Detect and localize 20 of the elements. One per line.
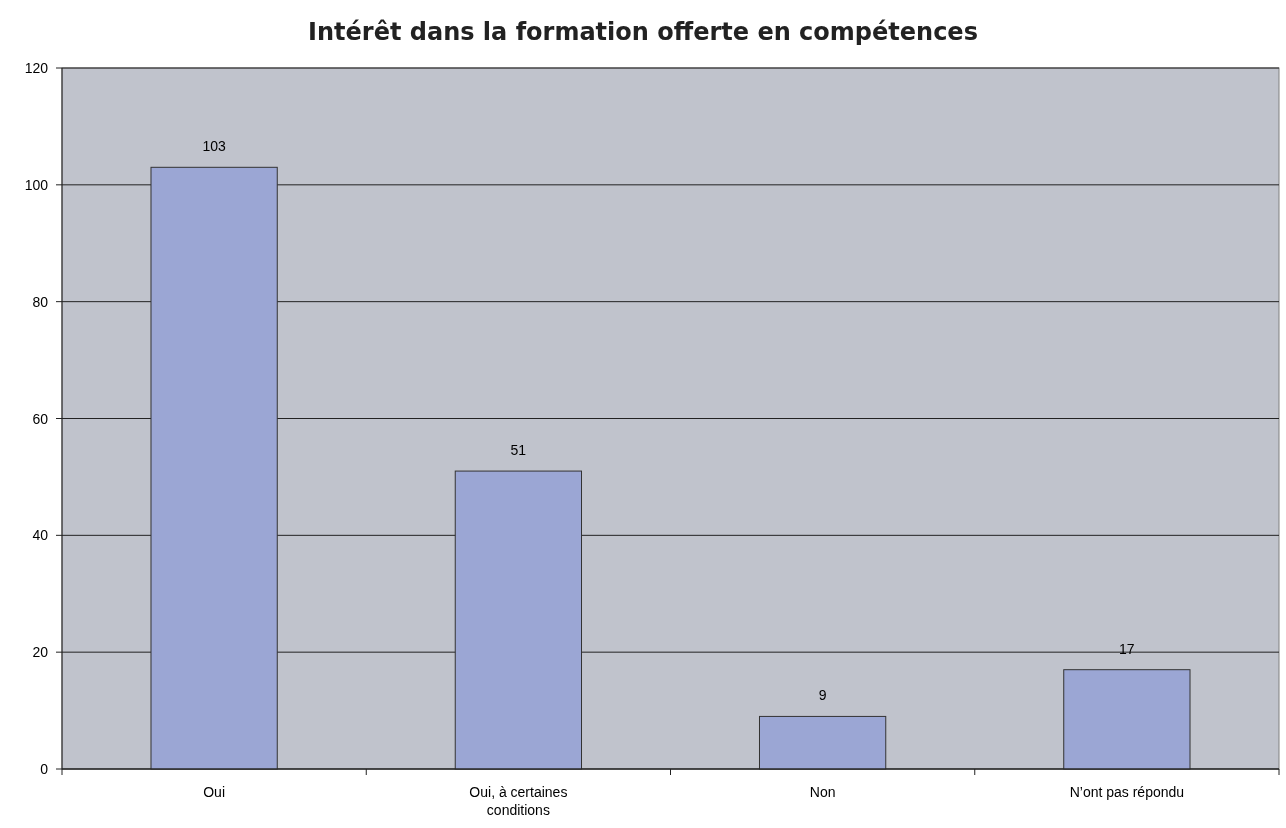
data-label: 51	[510, 442, 527, 459]
y-tick-label: 120	[24, 60, 49, 76]
data-label: 103	[202, 138, 227, 155]
bar	[454, 470, 583, 770]
y-tick-label: 40	[32, 527, 49, 544]
bar	[758, 715, 887, 770]
bar	[150, 166, 278, 770]
y-tick-label: 60	[32, 410, 49, 427]
y-tick-label: 80	[32, 293, 49, 310]
y-tick-label: 0	[40, 761, 49, 777]
bar	[1063, 669, 1191, 770]
x-tick-label: Oui	[203, 784, 226, 800]
x-tick-label: Non	[809, 784, 836, 800]
data-label: 9	[818, 687, 827, 704]
x-tick-label: N’ont pas répondu	[1069, 784, 1185, 800]
x-tick-label: Oui, à certaines conditions	[469, 784, 568, 818]
y-tick-label: 20	[32, 644, 49, 661]
chart-title: Intérêt dans la formation offerte en compétences	[308, 18, 978, 46]
y-tick-label: 100	[24, 176, 49, 193]
data-label: 17	[1119, 640, 1135, 657]
